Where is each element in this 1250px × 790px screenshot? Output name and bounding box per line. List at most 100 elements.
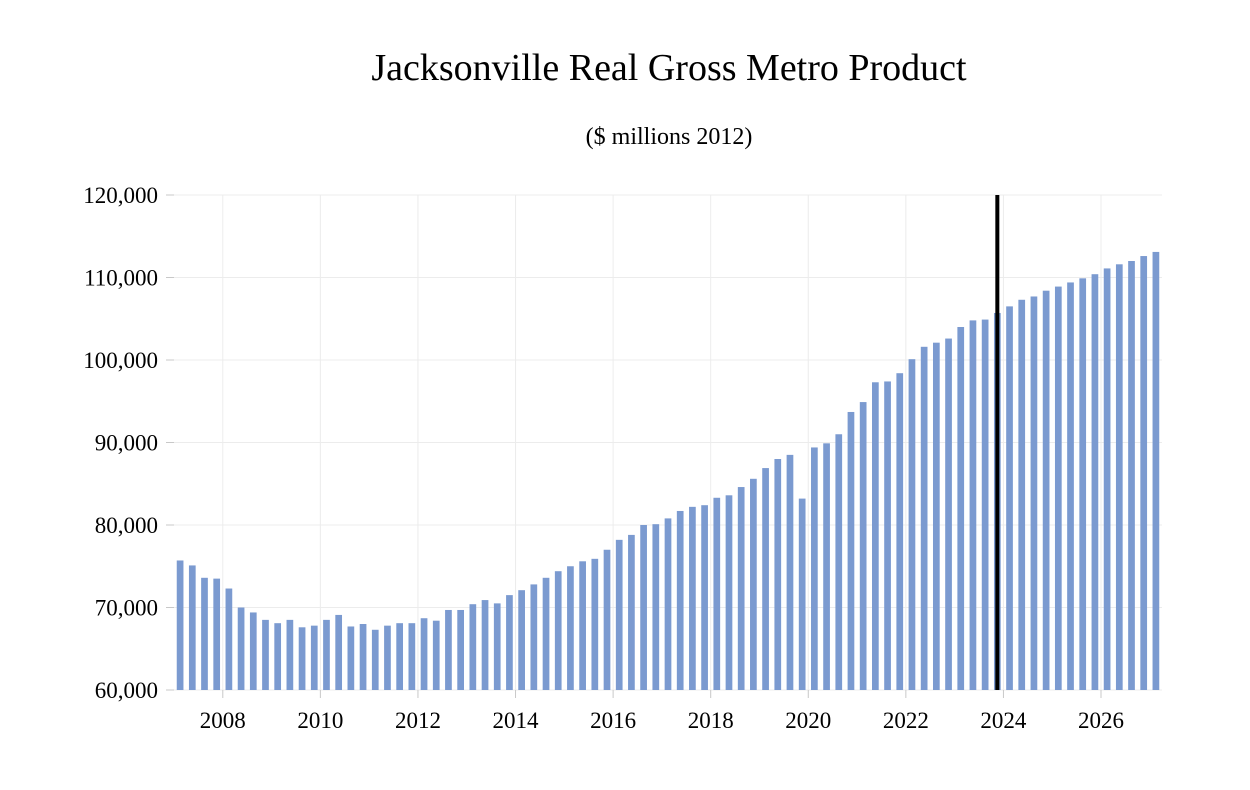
bar-2025Q4 xyxy=(1091,274,1099,690)
bar-2026Q3 xyxy=(1128,261,1135,690)
x-tick-label: 2020 xyxy=(785,708,831,733)
y-tick-label: 70,000 xyxy=(95,596,158,621)
bar-2011Q1 xyxy=(371,629,379,690)
bar-2015Q4 xyxy=(603,549,611,690)
y-tick-label: 110,000 xyxy=(84,266,158,291)
bar-2020Q3 xyxy=(835,434,843,690)
bar-2026Q1 xyxy=(1103,268,1111,690)
bar-2015Q1 xyxy=(567,566,574,690)
bar-2025Q1 xyxy=(1054,286,1062,690)
y-axis: 60,000 70,000 80,000 90,000 100,000 110,000 12… xyxy=(83,183,174,703)
x-tick-label: 2014 xyxy=(493,708,540,733)
chart-title: Jacksonville Real Gross Metro Product xyxy=(371,47,967,89)
bar-2024Q1 xyxy=(1006,306,1013,690)
bar-series xyxy=(176,251,1160,691)
bar-2020Q2 xyxy=(823,443,830,690)
bar-2012Q3 xyxy=(445,609,452,690)
bar-2019Q2 xyxy=(774,459,782,690)
bar-2024Q2 xyxy=(1018,299,1026,690)
bar-2016Q1 xyxy=(615,539,623,690)
bar-2013Q1 xyxy=(469,604,477,690)
bar-2023Q2 xyxy=(969,320,977,690)
bar-2014Q2 xyxy=(530,584,538,690)
bar-2017Q2 xyxy=(676,510,684,690)
bar-2021Q4 xyxy=(896,373,904,690)
bar-2015Q2 xyxy=(579,561,586,690)
x-tick-label: 2022 xyxy=(883,708,929,733)
bar-2022Q4 xyxy=(945,338,952,690)
chart-subtitle: ($ millions 2012) xyxy=(585,124,753,150)
bar-2010Q1 xyxy=(323,619,330,690)
bar-2022Q3 xyxy=(932,342,940,690)
bar-2013Q4 xyxy=(506,595,513,690)
bar-2022Q1 xyxy=(908,359,916,690)
y-tick-label: 80,000 xyxy=(95,513,158,538)
bar-2024Q4 xyxy=(1042,290,1050,690)
bar-2022Q2 xyxy=(920,346,928,690)
bar-2009Q2 xyxy=(286,619,294,690)
bar-2008Q4 xyxy=(262,619,269,690)
bar-2019Q4 xyxy=(798,498,806,690)
bar-2010Q4 xyxy=(359,624,367,690)
bar-2025Q3 xyxy=(1079,278,1087,690)
bar-2012Q1 xyxy=(420,618,428,690)
bar-2012Q4 xyxy=(457,609,464,690)
bar-2009Q1 xyxy=(274,623,282,690)
bar-2007Q3 xyxy=(201,577,208,690)
bar-2018Q2 xyxy=(725,495,733,690)
bar-2016Q3 xyxy=(640,525,647,690)
bar-2010Q3 xyxy=(347,626,355,690)
bar-2016Q4 xyxy=(652,524,660,690)
bar-2017Q3 xyxy=(689,506,696,690)
bar-2024Q3 xyxy=(1030,296,1038,690)
bar-2011Q4 xyxy=(408,623,416,690)
x-tick-label: 2026 xyxy=(1078,708,1124,733)
bar-2018Q1 xyxy=(713,497,721,690)
bar-2007Q4 xyxy=(213,578,221,690)
bar-2008Q2 xyxy=(237,607,245,690)
bar-2025Q2 xyxy=(1067,282,1074,690)
bar-2019Q1 xyxy=(762,468,769,690)
bar-2007Q2 xyxy=(188,565,196,690)
bar-2012Q2 xyxy=(432,620,440,690)
bar-2021Q2 xyxy=(872,382,879,690)
bar-2013Q2 xyxy=(481,600,489,690)
bar-2017Q4 xyxy=(701,505,708,690)
bar-2014Q1 xyxy=(518,590,525,690)
bar-2011Q2 xyxy=(384,625,391,690)
bar-2018Q4 xyxy=(750,478,757,690)
bar-2009Q4 xyxy=(310,625,318,690)
bar-2021Q3 xyxy=(884,381,891,690)
x-tick-label: 2012 xyxy=(395,708,441,733)
x-tick-label: 2008 xyxy=(200,708,246,733)
x-tick-label: 2024 xyxy=(980,708,1027,733)
bar-2027Q1 xyxy=(1152,251,1160,691)
bar-2010Q2 xyxy=(335,614,343,690)
bar-2017Q1 xyxy=(664,518,672,690)
x-tick-label: 2016 xyxy=(590,708,636,733)
bar-2019Q3 xyxy=(786,454,794,690)
bar-2014Q4 xyxy=(554,571,562,690)
bar-2015Q3 xyxy=(591,558,599,690)
bar-2018Q3 xyxy=(737,487,745,690)
bar-2007Q1 xyxy=(176,560,184,690)
bar-2014Q3 xyxy=(542,577,550,690)
y-tick-label: 90,000 xyxy=(95,431,158,456)
bar-2023Q3 xyxy=(981,319,989,690)
bar-2013Q3 xyxy=(493,603,501,690)
y-tick-label: 120,000 xyxy=(83,183,158,208)
bar-2026Q2 xyxy=(1115,264,1123,690)
bar-2023Q1 xyxy=(957,327,965,690)
bar-2016Q2 xyxy=(628,534,635,690)
bar-2008Q3 xyxy=(249,612,257,690)
x-tick-label: 2018 xyxy=(688,708,734,733)
y-tick-label: 100,000 xyxy=(83,348,158,373)
bar-2011Q3 xyxy=(396,623,404,690)
x-tick-label: 2010 xyxy=(297,708,343,733)
y-tick-label: 60,000 xyxy=(95,678,158,703)
bar-2021Q1 xyxy=(859,402,867,690)
bar-2009Q3 xyxy=(298,627,306,690)
bar-2026Q4 xyxy=(1140,256,1148,690)
bar-2020Q1 xyxy=(811,447,818,690)
